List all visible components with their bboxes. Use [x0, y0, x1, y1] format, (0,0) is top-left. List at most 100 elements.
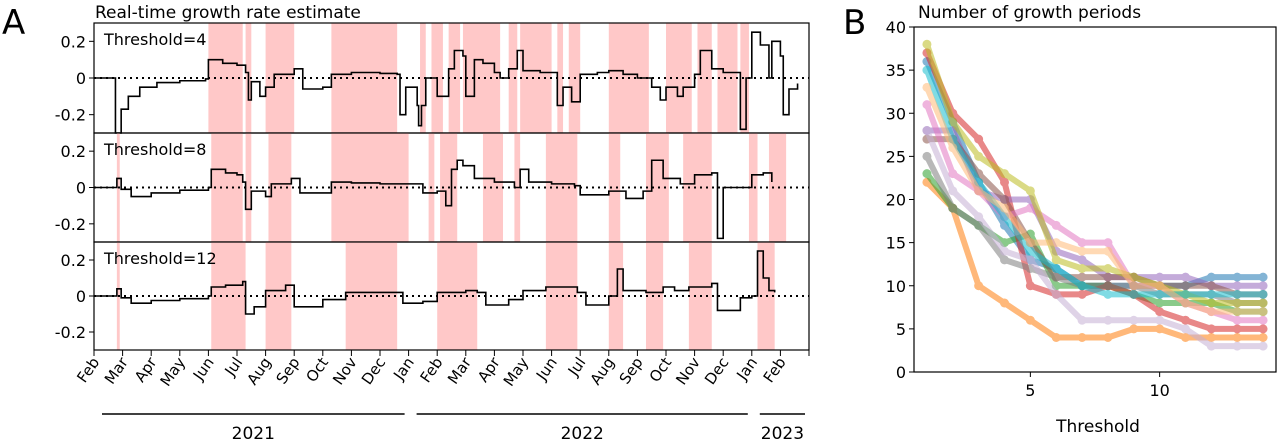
series-point — [1129, 324, 1139, 334]
month-tick-label: Feb — [73, 354, 103, 386]
series-point — [922, 65, 932, 75]
growth-rate-series — [94, 159, 773, 240]
series-point — [1232, 281, 1242, 291]
series-point — [1206, 298, 1216, 308]
series-point — [1155, 307, 1165, 317]
series-point — [1232, 307, 1242, 317]
series-point — [1103, 264, 1113, 273]
series-point — [1129, 281, 1139, 291]
series-point — [1077, 264, 1087, 273]
growth-period-band — [748, 133, 758, 242]
growth-period-band — [697, 23, 712, 133]
year-label: 2021 — [232, 424, 275, 443]
series-point — [1155, 289, 1165, 299]
series-point — [1000, 169, 1009, 179]
series-point — [1258, 281, 1268, 291]
series-point — [1103, 272, 1113, 282]
series-point — [1077, 255, 1087, 265]
month-tick-label: Jul — [564, 354, 590, 380]
series-point — [1025, 238, 1035, 248]
series-point — [1232, 333, 1242, 342]
series-point — [1258, 341, 1268, 351]
growth-period-band — [208, 23, 243, 133]
growth-period-band — [268, 133, 292, 242]
series-point — [1051, 255, 1061, 265]
series-point — [1077, 315, 1087, 325]
series-point — [1232, 272, 1242, 282]
series-point — [1258, 307, 1268, 317]
month-tick-label: Aug — [243, 354, 275, 388]
month-tick-label: Feb — [416, 354, 446, 386]
month-tick-label: Nov — [329, 354, 361, 388]
series-point — [1129, 289, 1139, 299]
series-point — [1232, 341, 1242, 351]
series-point — [1103, 281, 1113, 291]
growth-period-band — [740, 23, 749, 133]
series-point — [974, 186, 984, 196]
series-point — [1155, 324, 1165, 334]
series-point — [1025, 203, 1035, 213]
year-label: 2022 — [561, 424, 604, 443]
series-point — [1206, 307, 1216, 317]
series-point — [1051, 264, 1061, 273]
growth-period-band — [768, 133, 787, 242]
x-tick-label: 5 — [1025, 381, 1035, 400]
series-point — [1206, 272, 1216, 282]
y-tick-label: -0.2 — [55, 106, 86, 125]
series-point — [1181, 324, 1190, 334]
panel-a-growth-rate-chart: 0.2 0 -0.2 Threshold=4 0.2 0 -0.2 Threshold=8 0.… — [55, 22, 810, 443]
series-point — [1206, 341, 1216, 351]
series-point — [1000, 195, 1009, 204]
growth-period-band — [462, 23, 501, 133]
month-tick-label: Oct — [646, 354, 676, 386]
series-point — [922, 39, 932, 49]
y-tick-label: 0.2 — [61, 142, 86, 161]
series-point — [974, 151, 984, 161]
series-point — [1258, 315, 1268, 325]
series-point — [1103, 289, 1113, 299]
y-tick-label: 20 — [886, 191, 906, 210]
series-point — [1155, 315, 1165, 325]
month-tick-label: Aug — [587, 354, 619, 388]
series-point — [1103, 333, 1113, 342]
y-tick-label: 0 — [76, 287, 86, 306]
series-point — [1258, 289, 1268, 299]
growth-rate-series — [94, 31, 799, 134]
series-point — [1206, 289, 1216, 299]
series-point — [948, 117, 958, 127]
growth-period-band — [557, 23, 564, 133]
series-point — [948, 143, 958, 153]
series-point — [1258, 333, 1268, 342]
threshold-series — [922, 126, 1268, 351]
y-tick-label: 30 — [886, 104, 906, 123]
series-point — [1000, 298, 1009, 308]
series-point — [1232, 315, 1242, 325]
series-point — [922, 82, 932, 92]
series-point — [1000, 177, 1009, 187]
y-tick-label: 15 — [886, 234, 906, 253]
growth-period-band — [608, 133, 621, 242]
growth-period-band — [331, 133, 409, 242]
series-point — [922, 100, 932, 110]
month-tick-label: Sep — [616, 354, 647, 387]
y-tick-label: 0 — [76, 69, 86, 88]
series-point — [1051, 220, 1061, 230]
month-tick-label: Mar — [101, 353, 132, 387]
series-point — [1000, 246, 1009, 256]
series-point — [1155, 281, 1165, 291]
series-point — [1155, 272, 1165, 282]
growth-period-band — [245, 133, 252, 242]
month-tick-label: Feb — [760, 354, 790, 386]
month-tick-label: Dec — [358, 354, 389, 388]
series-point — [1051, 333, 1061, 342]
series-point — [1181, 289, 1190, 299]
y-tick-label: 0.2 — [61, 32, 86, 51]
series-point — [1103, 238, 1113, 248]
series-point — [1051, 289, 1061, 299]
y-tick-label: 0 — [76, 179, 86, 198]
y-tick-label: -0.2 — [55, 215, 86, 234]
month-tick-label: Apr — [131, 353, 161, 385]
growth-period-band — [520, 23, 552, 133]
series-point — [974, 134, 984, 144]
